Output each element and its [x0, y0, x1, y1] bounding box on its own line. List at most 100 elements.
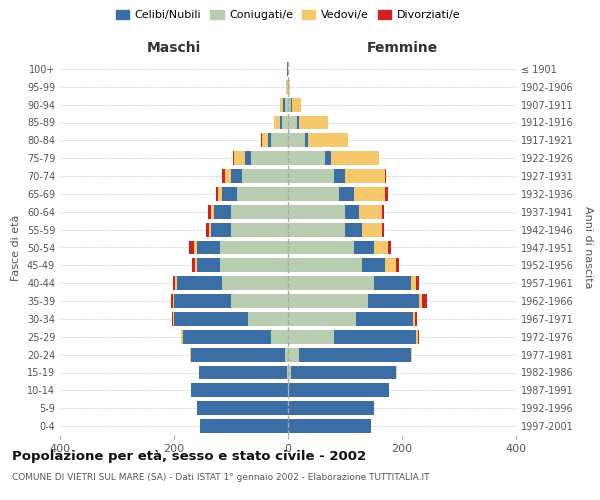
Bar: [220, 240, 288, 254]
Bar: [191, 384, 288, 398]
Bar: [285, 348, 288, 362]
Bar: [289, 80, 290, 94]
Bar: [283, 116, 288, 130]
Bar: [174, 312, 248, 326]
Bar: [236, 187, 288, 201]
Bar: [288, 169, 334, 183]
Bar: [289, 384, 389, 398]
Bar: [209, 222, 211, 236]
Bar: [242, 169, 288, 183]
Bar: [261, 134, 262, 147]
Bar: [308, 134, 348, 147]
Bar: [190, 240, 194, 254]
Bar: [208, 205, 211, 219]
Bar: [231, 222, 288, 236]
Bar: [288, 348, 299, 362]
Bar: [418, 330, 419, 344]
Y-axis label: Fasce di età: Fasce di età: [11, 214, 21, 280]
Bar: [173, 312, 174, 326]
Bar: [245, 151, 251, 165]
Bar: [288, 330, 334, 344]
Bar: [362, 222, 382, 236]
Bar: [231, 205, 288, 219]
Bar: [280, 98, 283, 112]
Bar: [218, 187, 223, 201]
Bar: [192, 258, 195, 272]
Bar: [291, 98, 292, 112]
Bar: [231, 294, 288, 308]
Bar: [299, 116, 328, 130]
Bar: [288, 384, 289, 398]
Bar: [197, 401, 288, 415]
Bar: [382, 222, 384, 236]
Bar: [288, 419, 371, 433]
Bar: [413, 312, 415, 326]
Bar: [385, 169, 386, 183]
Bar: [288, 240, 353, 254]
Bar: [211, 205, 214, 219]
Bar: [191, 348, 285, 362]
Bar: [419, 294, 422, 308]
Bar: [382, 205, 384, 219]
Bar: [397, 258, 399, 272]
Bar: [373, 240, 388, 254]
Bar: [248, 312, 288, 326]
Bar: [416, 276, 419, 290]
Bar: [362, 258, 385, 272]
Bar: [211, 222, 231, 236]
Bar: [197, 258, 220, 272]
Bar: [353, 187, 385, 201]
Bar: [271, 330, 288, 344]
Bar: [288, 276, 373, 290]
Bar: [422, 294, 427, 308]
Bar: [288, 187, 340, 201]
Text: Maschi: Maschi: [147, 40, 201, 54]
Bar: [385, 258, 396, 272]
Bar: [190, 348, 191, 362]
Bar: [271, 134, 288, 147]
Bar: [385, 187, 388, 201]
Bar: [214, 205, 231, 219]
Bar: [288, 151, 325, 165]
Text: COMUNE DI VIETRI SUL MARE (SA) - Dati ISTAT 1° gennaio 2002 - Elaborazione TUTTI: COMUNE DI VIETRI SUL MARE (SA) - Dati IS…: [12, 472, 430, 482]
Bar: [410, 276, 416, 290]
Bar: [288, 312, 356, 326]
Text: Femmine: Femmine: [367, 40, 437, 54]
Bar: [173, 276, 175, 290]
Bar: [223, 187, 236, 201]
Bar: [195, 258, 197, 272]
Bar: [194, 240, 197, 254]
Legend: Celibi/Nubili, Coniugati/e, Vedovi/e, Divorziati/e: Celibi/Nubili, Coniugati/e, Vedovi/e, Di…: [112, 6, 464, 25]
Bar: [220, 258, 288, 272]
Bar: [359, 205, 382, 219]
Bar: [199, 366, 287, 380]
Bar: [373, 276, 410, 290]
Bar: [305, 134, 308, 147]
Bar: [331, 151, 379, 165]
Bar: [251, 151, 288, 165]
Bar: [288, 205, 345, 219]
Bar: [174, 294, 231, 308]
Bar: [262, 134, 268, 147]
Bar: [288, 222, 345, 236]
Bar: [274, 116, 280, 130]
Bar: [415, 312, 417, 326]
Bar: [345, 222, 362, 236]
Bar: [325, 151, 331, 165]
Bar: [410, 348, 412, 362]
Bar: [296, 116, 299, 130]
Bar: [182, 330, 271, 344]
Bar: [197, 240, 220, 254]
Bar: [234, 151, 245, 165]
Bar: [356, 312, 413, 326]
Bar: [283, 98, 285, 112]
Bar: [173, 294, 174, 308]
Bar: [287, 366, 288, 380]
Bar: [280, 116, 283, 130]
Bar: [368, 294, 419, 308]
Bar: [171, 294, 173, 308]
Bar: [288, 116, 296, 130]
Bar: [334, 330, 416, 344]
Bar: [285, 98, 288, 112]
Bar: [292, 98, 301, 112]
